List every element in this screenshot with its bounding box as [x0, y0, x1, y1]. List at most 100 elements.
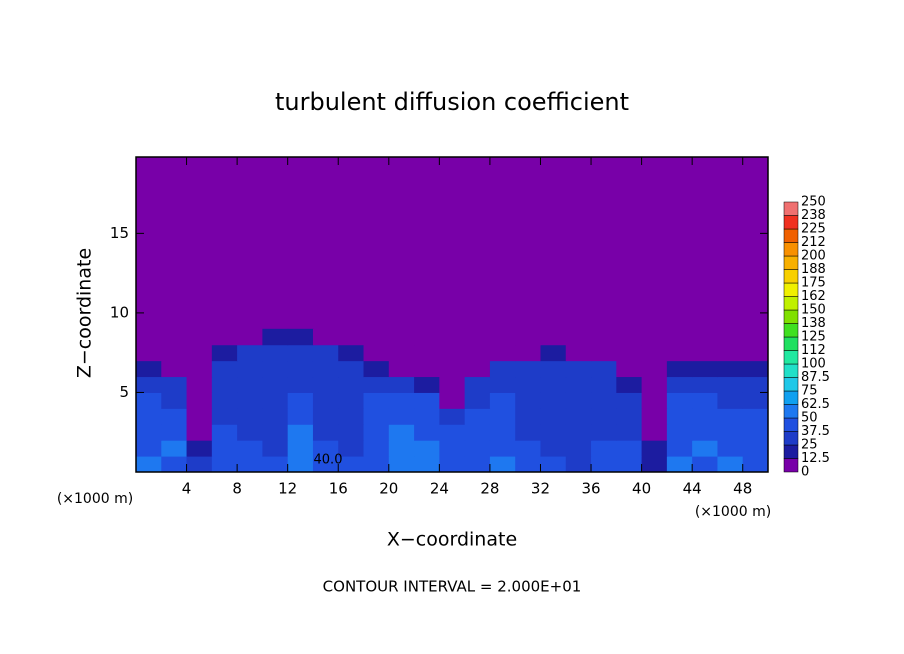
colorbar-swatch — [783, 269, 799, 284]
heatmap-cell — [666, 360, 693, 378]
heatmap-cell — [161, 360, 188, 378]
heatmap-cell — [388, 376, 415, 393]
heatmap-cell — [616, 392, 643, 409]
heatmap-cell — [287, 360, 314, 378]
heatmap-cell — [565, 456, 592, 473]
heatmap-cell — [591, 392, 617, 409]
heatmap-cell — [237, 376, 263, 393]
x-axis-label: X−coordinate — [387, 529, 517, 551]
colorbar-label: 75 — [801, 384, 818, 399]
heatmap-cell — [717, 328, 744, 346]
heatmap-cell — [439, 440, 466, 457]
heatmap-cell — [312, 440, 339, 457]
heatmap-cell — [717, 408, 744, 425]
heatmap-cell — [414, 392, 440, 409]
heatmap-cell — [136, 376, 162, 393]
heatmap-cell — [742, 328, 769, 346]
heatmap-cell — [540, 360, 567, 378]
heatmap-cell — [692, 392, 718, 409]
heatmap-cell — [287, 424, 314, 441]
heatmap-cell — [312, 392, 339, 409]
heatmap-cell — [363, 424, 390, 441]
y-tick-label: 15 — [110, 224, 129, 242]
heatmap-cell — [237, 360, 263, 378]
heatmap-cell — [565, 392, 592, 409]
heatmap-cell — [540, 392, 567, 409]
heatmap-cell — [616, 424, 643, 441]
heatmap-cell — [186, 360, 213, 378]
heatmap-cell — [641, 456, 668, 473]
heatmap-cell — [388, 424, 415, 441]
heatmap-cell — [161, 344, 188, 362]
heatmap-cell — [262, 408, 289, 425]
heatmap-cell — [742, 408, 769, 425]
heatmap-cell — [641, 328, 668, 346]
heatmap-cell — [439, 392, 466, 409]
colorbar-label: 250 — [801, 195, 826, 210]
heatmap-cell — [565, 376, 592, 393]
colorbar-swatch — [783, 363, 799, 378]
heatmap-cell — [666, 456, 693, 473]
colorbar-label: 150 — [801, 303, 826, 318]
heatmap-cell — [338, 328, 365, 346]
heatmap-cell — [540, 376, 567, 393]
heatmap-cell — [565, 408, 592, 425]
heatmap-cell — [388, 392, 415, 409]
heatmap-cell — [717, 424, 744, 441]
heatmap-cell — [186, 392, 213, 409]
heatmap-cell — [439, 360, 466, 378]
heatmap-cell — [515, 440, 541, 457]
colorbar-swatch — [783, 323, 799, 338]
heatmap-cell — [439, 424, 466, 441]
heatmap-cell — [591, 360, 617, 378]
heatmap-cell — [515, 408, 541, 425]
heatmap-cell — [692, 440, 718, 457]
heatmap-cell — [591, 424, 617, 441]
heatmap-cell — [211, 360, 238, 378]
heatmap-cell — [388, 344, 415, 362]
x-unit-label: (×1000 m) — [57, 491, 133, 507]
heatmap-cell — [540, 440, 567, 457]
heatmap-cell — [616, 360, 643, 378]
heatmap-cell — [464, 440, 491, 457]
x-unit-label: (×1000 m) — [695, 504, 771, 520]
heatmap-cell — [414, 376, 440, 393]
heatmap-cell — [237, 408, 263, 425]
heatmap-cell — [565, 440, 592, 457]
colorbar-swatch — [783, 215, 799, 230]
heatmap-cell — [742, 456, 769, 473]
heatmap-cell — [464, 424, 491, 441]
heatmap-cell — [439, 456, 466, 473]
heatmap-cell — [666, 440, 693, 457]
heatmap-cell — [515, 424, 541, 441]
heatmap-cell — [591, 408, 617, 425]
heatmap-cell — [717, 344, 744, 362]
heatmap-cell — [515, 344, 541, 362]
heatmap-cell — [515, 392, 541, 409]
heatmap-cell — [616, 456, 643, 473]
heatmap-cell — [237, 440, 263, 457]
heatmap-cell — [717, 376, 744, 393]
heatmap-cell — [388, 408, 415, 425]
colorbar-label: 175 — [801, 276, 826, 291]
heatmap-cell — [312, 344, 339, 362]
x-tick-label: 12 — [278, 480, 297, 498]
heatmap-cell — [464, 344, 491, 362]
heatmap-cell — [565, 424, 592, 441]
colorbar-swatch — [783, 296, 799, 311]
colorbar-swatch — [783, 242, 799, 257]
heatmap-cell — [565, 344, 592, 362]
heatmap-cell — [136, 344, 162, 362]
colorbar-label: 225 — [801, 222, 826, 237]
colorbar-label: 162 — [801, 289, 826, 304]
heatmap-cell — [666, 328, 693, 346]
heatmap-cell — [161, 408, 188, 425]
colorbar-label: 212 — [801, 235, 826, 250]
heatmap-cell — [161, 424, 188, 441]
heatmap-cell — [363, 344, 390, 362]
heatmap-cell — [186, 344, 213, 362]
heatmap-cell — [388, 456, 415, 473]
heatmap-cell — [641, 440, 668, 457]
heatmap-cell — [616, 328, 643, 346]
